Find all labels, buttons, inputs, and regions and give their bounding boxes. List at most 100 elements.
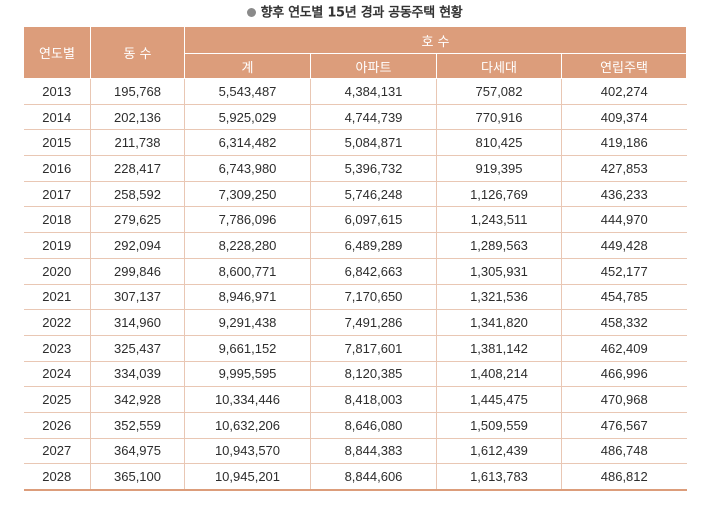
- cell-apartment: 7,817,601: [310, 335, 437, 362]
- cell-total: 10,632,206: [184, 412, 311, 439]
- table-row: 2020 299,846 8,600,771 6,842,663 1,305,931 45…: [23, 258, 687, 285]
- table-row: 2017 258,592 7,309,250 5,746,248 1,126,769 43…: [23, 181, 687, 208]
- table-row: 2019 292,094 8,228,280 6,489,289 1,289,563 44…: [23, 232, 687, 259]
- cell-rowhouse: 486,812: [561, 463, 687, 492]
- cell-multiplex: 757,082: [436, 78, 562, 105]
- cell-multiplex: 1,321,536: [436, 284, 562, 311]
- cell-year: 2020: [23, 258, 91, 285]
- cell-rowhouse: 462,409: [561, 335, 687, 362]
- header-year: 연도별: [23, 26, 91, 79]
- table-row: 2013 195,768 5,543,487 4,384,131 757,082 402,…: [23, 78, 687, 105]
- cell-buildings: 365,100: [90, 463, 185, 492]
- table-row: 2028 365,100 10,945,201 8,844,606 1,613,783 4…: [23, 463, 687, 492]
- cell-total: 5,925,029: [184, 104, 311, 131]
- cell-multiplex: 1,381,142: [436, 335, 562, 362]
- cell-total: 10,334,446: [184, 386, 311, 413]
- cell-total: 9,291,438: [184, 309, 311, 336]
- cell-year: 2026: [23, 412, 91, 439]
- cell-total: 7,309,250: [184, 181, 311, 208]
- table-row: 2024 334,039 9,995,595 8,120,385 1,408,214 46…: [23, 361, 687, 388]
- cell-total: 9,661,152: [184, 335, 311, 362]
- cell-multiplex: 1,341,820: [436, 309, 562, 336]
- cell-apartment: 5,746,248: [310, 181, 437, 208]
- cell-multiplex: 1,445,475: [436, 386, 562, 413]
- table-row: 2018 279,625 7,786,096 6,097,615 1,243,511 44…: [23, 206, 687, 234]
- cell-year: 2028: [23, 463, 91, 492]
- cell-total: 8,946,971: [184, 284, 311, 311]
- housing-table: 연도별 동 수 호 수 계 아파트 다세대 연립주택 2013 195,768 5,…: [23, 26, 687, 492]
- table-row: 2023 325,437 9,661,152 7,817,601 1,381,142 46…: [23, 335, 687, 362]
- cell-total: 9,995,595: [184, 361, 311, 388]
- cell-multiplex: 1,408,214: [436, 361, 562, 388]
- cell-apartment: 4,384,131: [310, 78, 437, 105]
- cell-multiplex: 1,126,769: [436, 181, 562, 208]
- cell-apartment: 6,097,615: [310, 206, 437, 234]
- cell-total: 6,314,482: [184, 129, 311, 157]
- table-row: 2026 352,559 10,632,206 8,646,080 1,509,559 4…: [23, 412, 687, 439]
- cell-buildings: 299,846: [90, 258, 185, 285]
- header-total: 계: [184, 53, 311, 79]
- cell-year: 2027: [23, 438, 91, 465]
- cell-rowhouse: 444,970: [561, 206, 687, 234]
- cell-year: 2017: [23, 181, 91, 208]
- cell-buildings: 195,768: [90, 78, 185, 105]
- cell-total: 7,786,096: [184, 206, 311, 234]
- cell-year: 2015: [23, 129, 91, 157]
- cell-multiplex: 919,395: [436, 155, 562, 182]
- cell-total: 5,543,487: [184, 78, 311, 105]
- cell-multiplex: 1,305,931: [436, 258, 562, 285]
- bullet-icon: [246, 8, 256, 17]
- cell-rowhouse: 454,785: [561, 284, 687, 311]
- table-row: 2014 202,136 5,925,029 4,744,739 770,916 409,…: [23, 104, 687, 131]
- cell-buildings: 352,559: [90, 412, 185, 439]
- cell-rowhouse: 436,233: [561, 181, 687, 208]
- cell-rowhouse: 449,428: [561, 232, 687, 259]
- cell-year: 2016: [23, 155, 91, 182]
- cell-year: 2014: [23, 104, 91, 131]
- cell-buildings: 211,738: [90, 129, 185, 157]
- cell-apartment: 6,842,663: [310, 258, 437, 285]
- table-row: 2015 211,738 6,314,482 5,084,871 810,425 419,…: [23, 129, 687, 157]
- cell-total: 8,228,280: [184, 232, 311, 259]
- cell-multiplex: 1,612,439: [436, 438, 562, 465]
- cell-buildings: 325,437: [90, 335, 185, 362]
- cell-rowhouse: 402,274: [561, 78, 687, 105]
- table-row: 2022 314,960 9,291,438 7,491,286 1,341,820 45…: [23, 309, 687, 336]
- cell-year: 2013: [23, 78, 91, 105]
- cell-total: 10,943,570: [184, 438, 311, 465]
- cell-multiplex: 1,509,559: [436, 412, 562, 439]
- table-body: 2013 195,768 5,543,487 4,384,131 757,082 402,…: [23, 78, 687, 492]
- table-row: 2016 228,417 6,743,980 5,396,732 919,395 427,…: [23, 155, 687, 182]
- cell-year: 2024: [23, 361, 91, 388]
- cell-rowhouse: 486,748: [561, 438, 687, 465]
- cell-apartment: 8,418,003: [310, 386, 437, 413]
- cell-buildings: 292,094: [90, 232, 185, 259]
- cell-apartment: 8,120,385: [310, 361, 437, 388]
- cell-apartment: 8,844,606: [310, 463, 437, 492]
- table-row: 2027 364,975 10,943,570 8,844,383 1,612,439 4…: [23, 438, 687, 465]
- cell-buildings: 342,928: [90, 386, 185, 413]
- cell-buildings: 314,960: [90, 309, 185, 336]
- cell-buildings: 202,136: [90, 104, 185, 131]
- header-apartment: 아파트: [310, 53, 437, 79]
- cell-year: 2023: [23, 335, 91, 362]
- cell-apartment: 7,491,286: [310, 309, 437, 336]
- cell-total: 6,743,980: [184, 155, 311, 182]
- cell-rowhouse: 470,968: [561, 386, 687, 413]
- cell-multiplex: 810,425: [436, 129, 562, 157]
- cell-rowhouse: 458,332: [561, 309, 687, 336]
- table-row: 2021 307,137 8,946,971 7,170,650 1,321,536 45…: [23, 284, 687, 311]
- cell-rowhouse: 466,996: [561, 361, 687, 388]
- cell-apartment: 8,844,383: [310, 438, 437, 465]
- cell-apartment: 8,646,080: [310, 412, 437, 439]
- cell-total: 8,600,771: [184, 258, 311, 285]
- cell-apartment: 5,084,871: [310, 129, 437, 157]
- cell-buildings: 307,137: [90, 284, 185, 311]
- cell-multiplex: 1,289,563: [436, 232, 562, 259]
- cell-buildings: 279,625: [90, 206, 185, 234]
- table-title: 향후 연도별 15년 경과 공동주택 현황: [260, 5, 463, 21]
- cell-year: 2019: [23, 232, 91, 259]
- cell-apartment: 5,396,732: [310, 155, 437, 182]
- table-row: 2025 342,928 10,334,446 8,418,003 1,445,475 4…: [23, 386, 687, 413]
- cell-apartment: 7,170,650: [310, 284, 437, 311]
